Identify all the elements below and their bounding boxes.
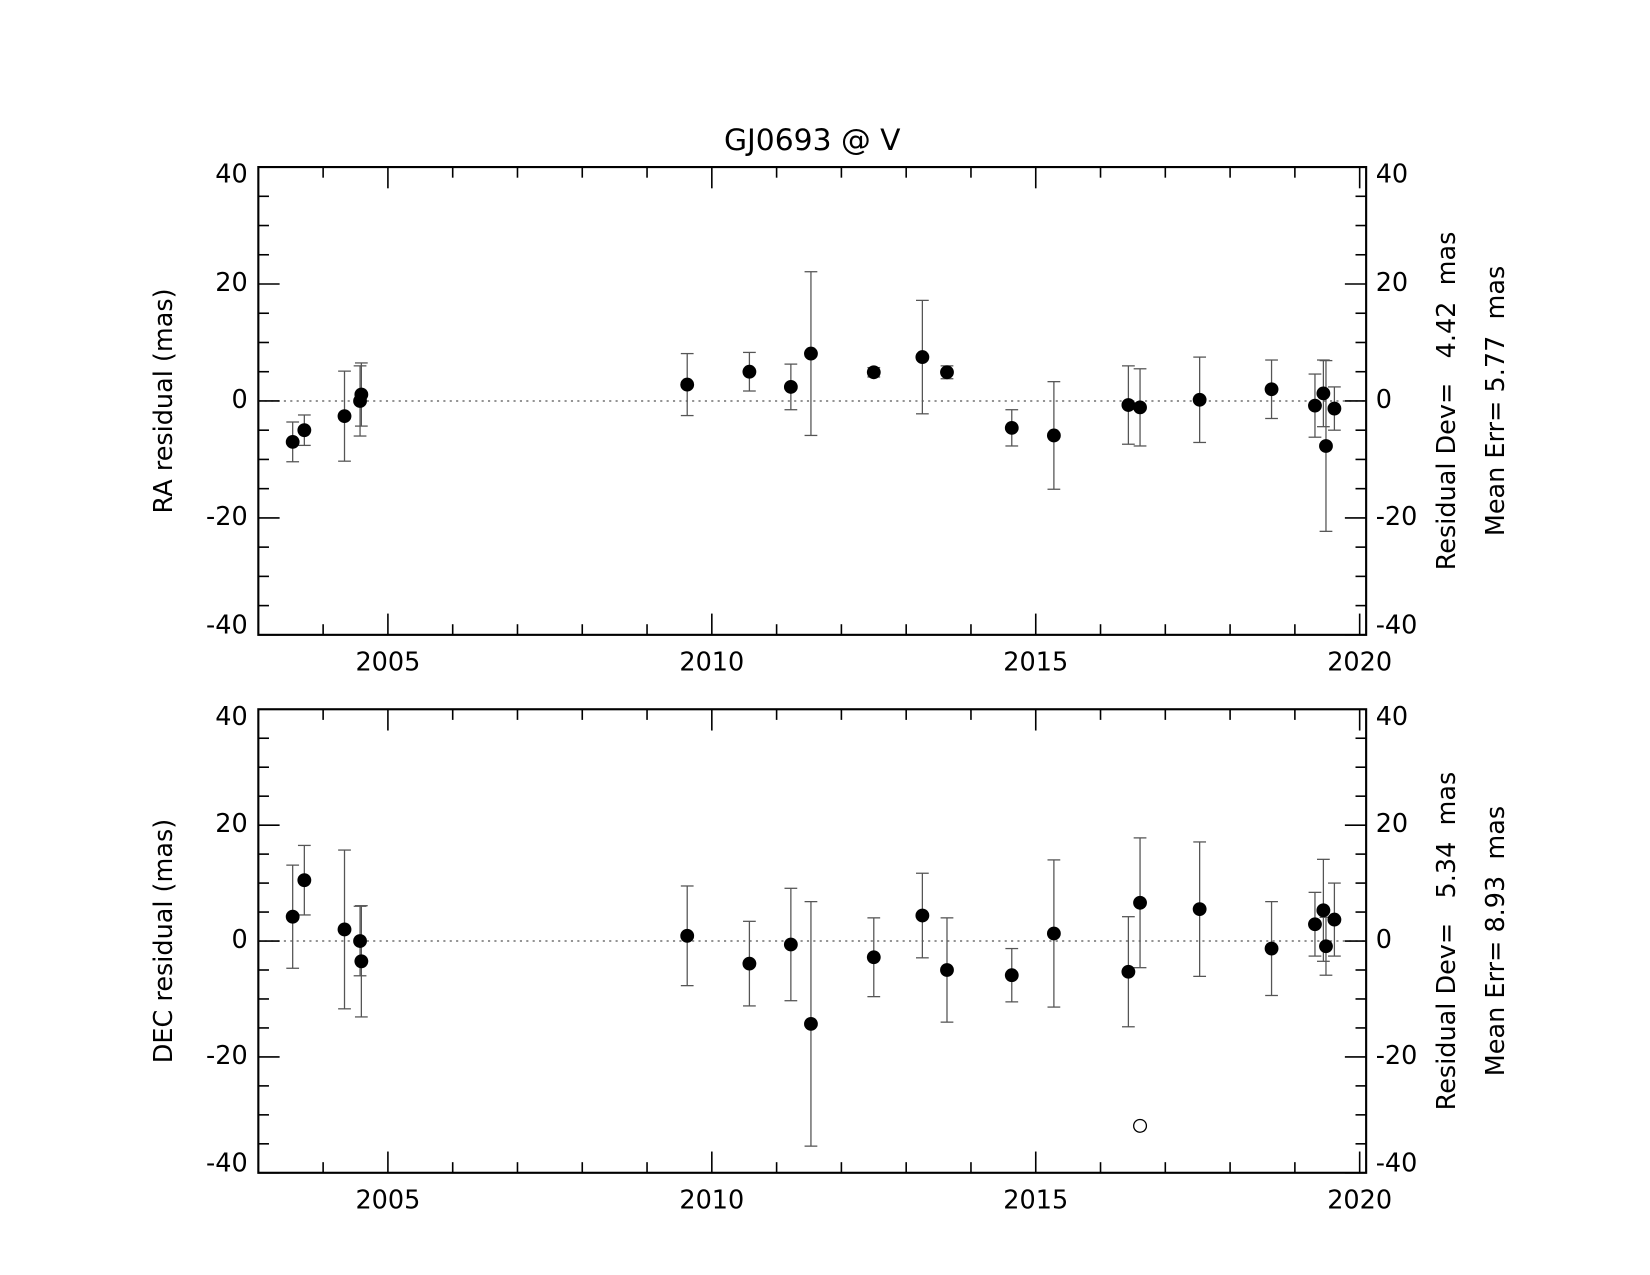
- y-axis-label: RA residual (mas): [149, 288, 179, 513]
- data-point: [354, 387, 369, 402]
- data-point: [804, 346, 818, 361]
- y2-tick-label: 40: [1376, 160, 1408, 190]
- y2-tick-label: 20: [1376, 809, 1408, 839]
- y-tick-label: 0: [231, 385, 247, 415]
- data-point: [1192, 392, 1207, 407]
- data-point: [940, 963, 954, 977]
- data-point: [297, 873, 312, 888]
- data-point: [1264, 382, 1279, 397]
- data-point: [337, 922, 352, 937]
- data-point: [1121, 398, 1136, 412]
- annotation: Residual Dev= 5.34 mas: [1432, 772, 1462, 1111]
- data-point: [866, 365, 881, 380]
- y2-tick-label: 20: [1376, 268, 1408, 298]
- data-point: [1316, 386, 1331, 401]
- data-point: [1327, 912, 1342, 927]
- y-tick-label: -20: [206, 1041, 248, 1071]
- data-point: [297, 423, 312, 438]
- data-point: [1319, 439, 1333, 453]
- x-tick-label: 2015: [1003, 648, 1068, 678]
- y-tick-label: 40: [215, 702, 247, 732]
- y2-tick-label: 0: [1376, 925, 1392, 955]
- y2-tick-label: -20: [1376, 1041, 1418, 1071]
- annotation: Residual Dev= 4.42 mas: [1432, 232, 1462, 571]
- y-tick-label: -20: [206, 502, 248, 532]
- data-point: [1133, 895, 1147, 910]
- data-point: [1133, 400, 1147, 415]
- data-point: [1327, 401, 1342, 416]
- annotation: Mean Err= 8.93 mas: [1481, 806, 1511, 1076]
- data-point: [915, 350, 930, 365]
- y2-tick-label: 0: [1376, 385, 1392, 415]
- data-point: [353, 934, 367, 948]
- data-point: [354, 954, 369, 969]
- data-point: [1308, 917, 1322, 932]
- x-tick-label: 2005: [355, 1185, 420, 1215]
- data-point: [915, 908, 930, 923]
- chart-title: GJ0693 @ V: [724, 123, 901, 158]
- data-point: [285, 434, 300, 449]
- y-axis-label: DEC residual (mas): [149, 819, 179, 1063]
- excluded-point: [1133, 1118, 1148, 1133]
- data-point: [1316, 903, 1331, 918]
- data-point: [804, 1016, 818, 1031]
- data-point: [742, 956, 757, 971]
- y2-tick-label: -40: [1376, 1148, 1418, 1178]
- y-tick-label: 40: [215, 160, 247, 190]
- y2-tick-label: -20: [1376, 502, 1418, 532]
- data-point: [1004, 420, 1019, 435]
- y-tick-label: -40: [206, 1148, 248, 1178]
- x-tick-label: 2015: [1003, 1185, 1068, 1215]
- data-point: [866, 950, 881, 965]
- x-tick-label: 2020: [1327, 1185, 1392, 1215]
- data-point: [337, 409, 352, 424]
- y2-tick-label: -40: [1376, 610, 1418, 640]
- data-point: [783, 937, 798, 952]
- data-point: [285, 909, 300, 924]
- x-tick-label: 2010: [679, 1185, 744, 1215]
- data-point: [1004, 968, 1019, 983]
- data-point: [1264, 941, 1279, 956]
- y-tick-label: -40: [206, 610, 248, 640]
- x-tick-label: 2005: [355, 648, 420, 678]
- data-point: [680, 928, 695, 943]
- data-point: [1046, 428, 1061, 443]
- data-point: [1319, 939, 1333, 954]
- y2-tick-label: 40: [1376, 702, 1408, 732]
- data-point: [742, 364, 757, 379]
- data-point: [1192, 902, 1207, 917]
- data-point: [1308, 398, 1322, 413]
- y-tick-label: 20: [215, 268, 247, 298]
- data-point: [1121, 964, 1136, 979]
- data-point: [1046, 926, 1061, 941]
- data-point: [940, 365, 954, 380]
- x-tick-label: 2020: [1327, 648, 1392, 678]
- data-point: [680, 377, 695, 392]
- x-tick-label: 2010: [679, 648, 744, 678]
- data-point: [783, 380, 798, 394]
- annotation: Mean Err= 5.77 mas: [1481, 266, 1511, 536]
- y-tick-label: 0: [231, 925, 247, 955]
- y-tick-label: 20: [215, 809, 247, 839]
